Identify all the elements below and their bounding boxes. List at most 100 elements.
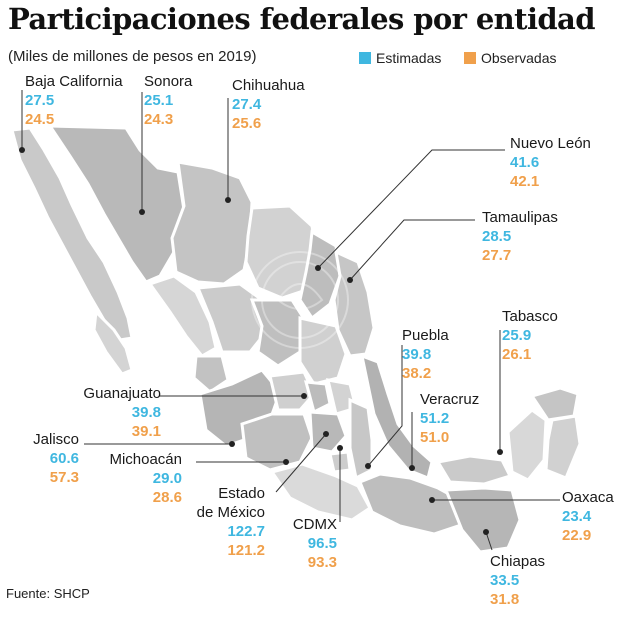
state-name-line2: de México: [196, 504, 265, 521]
map-region-san-luis-potosi: [298, 316, 348, 386]
map-region-nayarit: [192, 354, 230, 394]
source-note: Fuente: SHCP: [6, 586, 90, 601]
estimated-value: 33.5: [490, 572, 520, 589]
map-region-guanajuato: [268, 370, 316, 412]
map-region-tabasco: [435, 454, 513, 486]
dot-oaxaca: [429, 497, 435, 503]
label-puebla: Puebla 39.8 38.2: [402, 326, 449, 383]
state-name: Sonora: [144, 73, 193, 90]
map-region-veracruz: [359, 353, 434, 481]
observed-value: 121.2: [227, 542, 265, 559]
dot-jalisco: [229, 441, 235, 447]
observed-value: 27.7: [482, 247, 512, 264]
label-nuevo-leon: Nuevo León 41.6 42.1: [510, 134, 591, 191]
map-region-tamaulipas: [332, 249, 376, 358]
chart-subtitle: (Miles de millones de pesos en 2019): [8, 48, 257, 65]
observed-value: 24.5: [25, 111, 55, 128]
observed-value: 42.1: [510, 173, 540, 190]
state-name: Chihuahua: [232, 77, 305, 94]
state-name: Guanajuato: [83, 385, 161, 402]
leader-puebla: [367, 345, 403, 467]
state-name: Michoacán: [109, 451, 182, 468]
legend-estimated-swatch: [359, 52, 371, 64]
dot-michoacan: [283, 459, 289, 465]
observed-value: 25.6: [232, 115, 262, 132]
label-estado-de-mexico: Estado de México 122.7 121.2: [197, 484, 265, 560]
estimated-value: 25.1: [144, 92, 174, 109]
legend-estimated: Estimadas: [359, 50, 441, 66]
dot-guanajuato: [301, 393, 307, 399]
estimated-value: 27.4: [232, 96, 262, 113]
map-region-puebla: [348, 397, 374, 481]
map-region-baja-california: [10, 126, 134, 342]
observed-value: 28.6: [152, 489, 182, 506]
estimated-value: 28.5: [482, 228, 512, 245]
state-name: Oaxaca: [562, 489, 614, 506]
legend-estimated-label: Estimadas: [376, 50, 442, 66]
dot-tabasco: [497, 449, 503, 455]
label-chiapas: Chiapas 33.5 31.8: [490, 552, 545, 609]
label-oaxaca: Oaxaca 23.4 22.9: [562, 488, 614, 545]
state-name: Tamaulipas: [482, 209, 558, 226]
estimated-value: 51.2: [420, 410, 450, 427]
state-name: Jalisco: [33, 431, 79, 448]
dot-chihuahua: [225, 197, 231, 203]
observed-value: 31.8: [490, 591, 520, 608]
leader-lines: [21, 90, 560, 551]
observed-value: 22.9: [562, 527, 592, 544]
label-veracruz: Veracruz 51.2 51.0: [420, 390, 479, 447]
estimated-value: 41.6: [510, 154, 540, 171]
dot-veracruz: [409, 465, 415, 471]
label-sonora: Sonora 25.1 24.3: [144, 72, 192, 129]
estimated-value: 23.4: [562, 508, 592, 525]
map-region-chihuahua: [170, 160, 254, 286]
leader-tamaulipas: [349, 219, 475, 281]
leader-estado-de-mexico: [275, 433, 327, 493]
map-region-sinaloa: [147, 274, 218, 358]
leader-nuevo-leon: [317, 149, 505, 269]
eagle-seal-watermark: [251, 251, 349, 349]
map-region-chiapas: [443, 486, 522, 554]
label-tabasco: Tabasco 25.9 26.1: [502, 307, 558, 364]
estimated-value: 122.7: [227, 523, 265, 540]
observed-value: 24.3: [144, 111, 174, 128]
label-jalisco: Jalisco 60.6 57.3: [33, 430, 79, 487]
estimated-value: 96.5: [307, 535, 337, 552]
dot-nuevo-leon: [315, 265, 321, 271]
map-region-campeche: [506, 408, 548, 482]
dot-cdmx: [337, 445, 343, 451]
label-baja-california: Baja California 27.5 24.5: [25, 72, 123, 129]
estimated-value: 60.6: [49, 450, 79, 467]
label-cdmx: CDMX 96.5 93.3: [293, 515, 337, 572]
dot-chiapas: [483, 529, 489, 535]
legend-observed-label: Observadas: [481, 50, 557, 66]
map-region-sonora: [47, 124, 186, 284]
observed-value: 93.3: [307, 554, 337, 571]
observed-value: 26.1: [502, 346, 532, 363]
label-guanajuato: Guanajuato 39.8 39.1: [83, 384, 161, 441]
dot-sonora: [139, 209, 145, 215]
map-region-michoacan: [240, 412, 314, 472]
dot-baja-california: [19, 147, 25, 153]
map-region-coahuila: [244, 204, 320, 300]
map-region-durango: [195, 282, 268, 354]
map-region-quintana-roo: [544, 414, 582, 480]
legend-observed: Observadas: [464, 50, 556, 66]
state-name: Baja California: [25, 73, 123, 90]
state-name: Veracruz: [420, 391, 480, 408]
state-name: Chiapas: [490, 553, 546, 570]
dot-tamaulipas: [347, 277, 353, 283]
observed-value: 38.2: [402, 365, 432, 382]
leader-chiapas: [485, 531, 493, 551]
dot-estado-de-mexico: [323, 431, 329, 437]
map-region-baja-california-sur: [92, 308, 134, 376]
label-michoacan: Michoacán 29.0 28.6: [109, 450, 182, 507]
estimated-value: 29.0: [152, 470, 182, 487]
label-tamaulipas: Tamaulipas 28.5 27.7: [482, 208, 558, 265]
observed-value: 51.0: [420, 429, 450, 446]
map-region-oaxaca: [358, 472, 466, 536]
dot-puebla: [365, 463, 371, 469]
map-region-yucatan: [529, 386, 580, 422]
state-name: Nuevo León: [510, 135, 591, 152]
